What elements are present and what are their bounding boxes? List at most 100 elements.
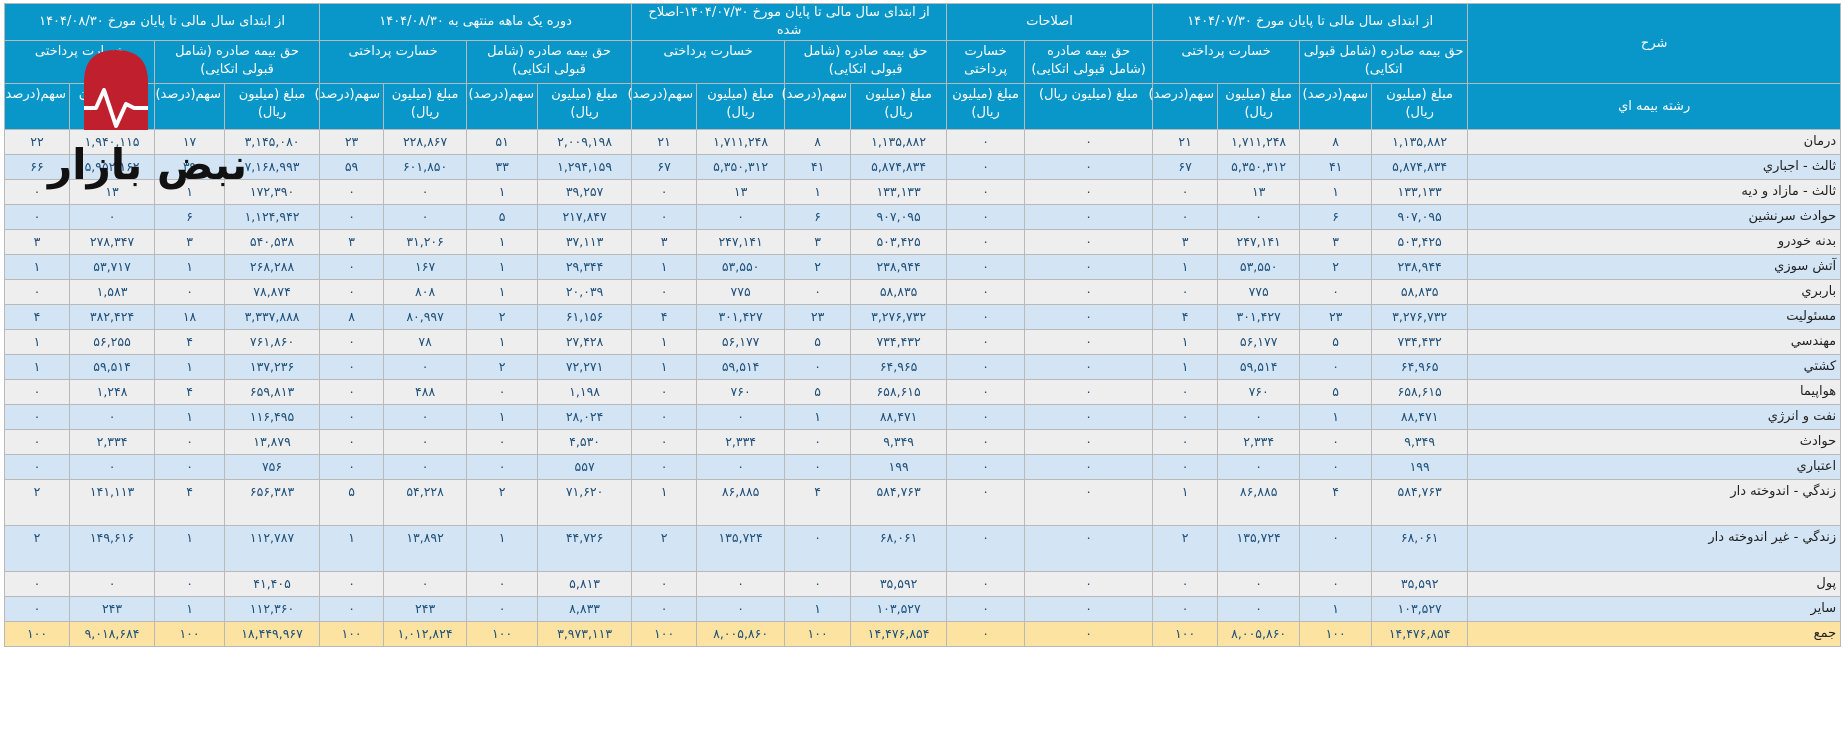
cell-ytd0830-claims-share: ۶۶ [3,154,71,180]
cell-corrected-claims-share: ۰ [631,179,698,205]
cell-adj-claims-amount: ۰ [946,229,1026,255]
cell-adj-premium-amount: ۰ [1024,354,1154,380]
cell-ytd0830-premium-amount: ۱۳۷,۲۳۶ [224,354,321,380]
cell-monthly-claims-amount: ۴۸۸ [383,379,468,405]
table-body: درمان ۱,۱۳۵,۸۸۲ ۸ ۱,۷۱۱,۲۴۸ ۲۱ ۰ ۰ ۱,۱۳۵,۸۸۲ ۸ ۱,… [3,129,1842,647]
cell-corrected-claims-amount: ۱۳۵,۷۲۴ [696,525,786,572]
cell-ytd0730-claims-amount: ۵۹,۵۱۴ [1217,354,1301,380]
cell-ytd0730-claims-share: ۶۷ [1152,154,1219,180]
cell-ytd0730-premium-share: ۶ [1299,204,1373,230]
cell-monthly-claims-amount: ۷۸ [383,329,468,355]
cell-ytd0830-claims-amount: ۱۳ [69,179,156,205]
cell-ytd0730-claims-amount: ۸۶,۸۸۵ [1217,479,1301,526]
col-header-amount: مبلغ (میلیون ریال) [1371,83,1469,130]
cell-ytd0830-premium-share: ۳۹ [154,154,226,180]
subheader-claims: خسارت پرداختی [631,40,786,84]
cell-monthly-premium-share: ۰ [466,379,539,405]
row-label: درمان [1467,129,1842,155]
subheader-premium: حق بیمه صادره (شامل قبولی اتکایی) [466,40,633,84]
cell-ytd0830-premium-share: ۱ [154,179,226,205]
cell-monthly-premium-share: ۱ [466,229,539,255]
row-label: مهندسي [1467,329,1842,355]
table-row: حوادث سرنشين ۹۰۷,۰۹۵ ۶ ۰ ۰ ۰ ۰ ۹۰۷,۰۹۵ ۶ ۰ ۰ ۲۱۷,۸۴… [3,204,1842,230]
cell-monthly-premium-amount: ۸,۸۳۳ [537,596,633,622]
cell-adj-claims-amount: ۰ [946,254,1026,280]
cell-ytd0730-premium-share: ۵ [1299,379,1373,405]
cell-corrected-claims-amount: ۷۷۵ [696,279,786,305]
cell-ytd0730-claims-share: ۰ [1152,204,1219,230]
col-header-amount: مبلغ (میلیون ریال) [224,83,321,130]
col-header-share: سهم(درصد) [628,83,698,130]
cell-ytd0730-premium-amount: ۳۵,۵۹۲ [1371,571,1469,597]
table-row: ساير ۱۰۳,۵۲۷ ۱ ۰ ۰ ۰ ۰ ۱۰۳,۵۲۷ ۱ ۰ ۰ ۸,۸۳۳ ۰ ۲۴۳ ۰ ۱۱۲,… [3,596,1842,622]
cell-ytd0730-claims-amount: ۵۶,۱۷۷ [1217,329,1301,355]
cell-ytd0730-premium-amount: ۶۴,۹۶۵ [1371,354,1469,380]
total-ytd0830-claims-share: ۱۰۰ [3,621,71,647]
cell-ytd0730-premium-amount: ۶۵۸,۶۱۵ [1371,379,1469,405]
cell-ytd0730-premium-share: ۰ [1299,354,1373,380]
cell-corrected-premium-amount: ۵۸,۸۳۵ [850,279,948,305]
cell-monthly-claims-share: ۸ [319,304,385,330]
cell-corrected-premium-share: ۰ [784,571,852,597]
cell-adj-premium-amount: ۰ [1024,254,1154,280]
cell-ytd0730-claims-share: ۰ [1152,179,1219,205]
cell-corrected-premium-amount: ۹,۳۴۹ [850,429,948,455]
cell-corrected-claims-share: ۱ [631,479,698,526]
subheader-claims: خسارت پرداختی [319,40,468,84]
cell-ytd0830-premium-amount: ۱۱۲,۷۸۷ [224,525,321,572]
cell-corrected-claims-share: ۱ [631,329,698,355]
cell-corrected-premium-share: ۱ [784,179,852,205]
cell-adj-premium-amount: ۰ [1024,204,1154,230]
cell-monthly-claims-amount: ۰ [383,354,468,380]
total-monthly-premium-share: ۱۰۰ [466,621,539,647]
cell-corrected-premium-amount: ۱۰۳,۵۲۷ [850,596,948,622]
cell-ytd0830-premium-share: ۳ [154,229,226,255]
cell-monthly-claims-share: ۰ [319,379,385,405]
cell-adj-premium-amount: ۰ [1024,479,1154,526]
cell-monthly-claims-share: ۰ [319,329,385,355]
cell-monthly-premium-share: ۵ [466,204,539,230]
total-row: جمع ۱۴,۴۷۶,۸۵۴ ۱۰۰ ۸,۰۰۵,۸۶۰ ۱۰۰ ۰ ۰ ۱۴,۴۷۶,۸۵۴… [3,621,1842,647]
row-label: زندگي - اندوخته دار [1467,479,1842,526]
table-row: درمان ۱,۱۳۵,۸۸۲ ۸ ۱,۷۱۱,۲۴۸ ۲۱ ۰ ۰ ۱,۱۳۵,۸۸۲ ۸ ۱,… [3,129,1842,155]
col-header-amount: مبلغ (میلیون ریال) [696,83,786,130]
cell-corrected-claims-share: ۰ [631,204,698,230]
table-row: هواپيما ۶۵۸,۶۱۵ ۵ ۷۶۰ ۰ ۰ ۰ ۶۵۸,۶۱۵ ۵ ۷۶۰ ۰ ۱,۱۹۸ ۰ ۴… [3,379,1842,405]
cell-monthly-claims-share: ۰ [319,454,385,480]
table-row: زندگي - غير اندوخته دار ۶۸,۰۶۱ ۰ ۱۳۵,۷۲۴ ۲ ۰ ۰… [3,525,1842,572]
cell-monthly-claims-amount: ۰ [383,404,468,430]
cell-ytd0830-claims-amount: ۱۴۱,۱۱۳ [69,479,156,526]
cell-corrected-claims-share: ۰ [631,379,698,405]
cell-ytd0830-premium-share: ۴ [154,379,226,405]
col-header-amount: مبلغ (میلیون ریال) [383,83,468,130]
cell-monthly-claims-amount: ۳۱,۲۰۶ [383,229,468,255]
cell-corrected-claims-share: ۰ [631,596,698,622]
table-row: پول ۳۵,۵۹۲ ۰ ۰ ۰ ۰ ۰ ۳۵,۵۹۲ ۰ ۰ ۰ ۵,۸۱۳ ۰ ۰ ۰ ۴۱,۴۰۵ ۰ ۰ ۰ [3,571,1842,597]
cell-corrected-premium-share: ۰ [784,525,852,572]
row-label: حوادث سرنشين [1467,204,1842,230]
cell-ytd0830-claims-share: ۴ [3,304,71,330]
cell-ytd0730-claims-amount: ۳۰۱,۴۲۷ [1217,304,1301,330]
cell-monthly-claims-amount: ۰ [383,179,468,205]
cell-ytd0730-premium-amount: ۱۰۳,۵۲۷ [1371,596,1469,622]
cell-ytd0830-premium-amount: ۳,۳۳۷,۸۸۸ [224,304,321,330]
cell-corrected-premium-amount: ۱۳۳,۱۳۳ [850,179,948,205]
cell-monthly-premium-amount: ۲۱۷,۸۴۷ [537,204,633,230]
cell-ytd0730-claims-amount: ۰ [1217,204,1301,230]
table-row: كشتي ۶۴,۹۶۵ ۰ ۵۹,۵۱۴ ۱ ۰ ۰ ۶۴,۹۶۵ ۰ ۵۹,۵۱۴ ۱ ۷۲,۲۷۱… [3,354,1842,380]
cell-monthly-premium-amount: ۲۰,۰۳۹ [537,279,633,305]
cell-ytd0730-premium-amount: ۲۳۸,۹۴۴ [1371,254,1469,280]
cell-corrected-claims-share: ۰ [631,429,698,455]
cell-ytd0730-claims-amount: ۷۷۵ [1217,279,1301,305]
cell-monthly-premium-amount: ۶۱,۱۵۶ [537,304,633,330]
cell-ytd0830-premium-amount: ۷,۱۶۸,۹۹۳ [224,154,321,180]
cell-monthly-premium-share: ۱ [466,404,539,430]
cell-monthly-claims-amount: ۲۴۳ [383,596,468,622]
col-header-share: سهم(درصد) [154,83,226,130]
cell-corrected-premium-share: ۰ [784,454,852,480]
cell-corrected-premium-amount: ۶۴,۹۶۵ [850,354,948,380]
cell-ytd0830-premium-amount: ۱,۱۲۴,۹۴۲ [224,204,321,230]
cell-monthly-claims-share: ۰ [319,596,385,622]
cell-ytd0730-claims-share: ۰ [1152,379,1219,405]
col-header-amount: مبلغ (میلیون ریال) [946,83,1026,130]
